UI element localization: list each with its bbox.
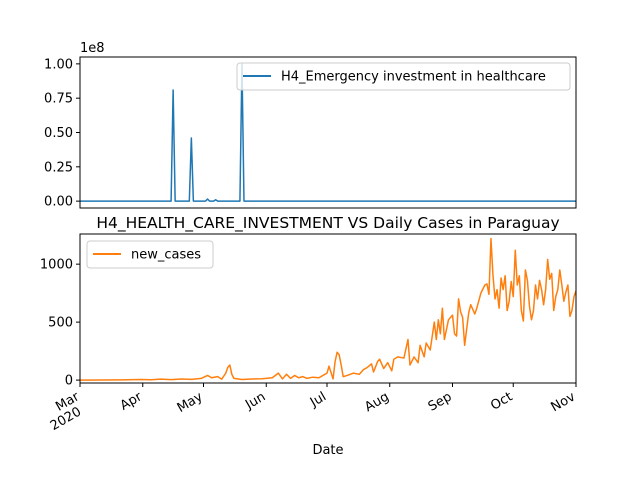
bottom-y-tick-label: 1000 — [40, 258, 73, 273]
bottom-series-group — [79, 237, 577, 381]
bottom-series-line — [79, 237, 577, 381]
bottom-legend-box — [86, 240, 214, 269]
x-tick-label: Jun — [242, 389, 268, 413]
top-y-tick-label: 0.50 — [44, 126, 73, 141]
top-axes-frame — [79, 56, 577, 209]
bottom-axes: H4_HEALTH_CARE_INVESTMENT VS Daily Cases… — [40, 214, 578, 458]
bottom-legend: new_cases — [86, 240, 214, 269]
x-tick-label: Apr — [118, 389, 146, 414]
bottom-y-tick-label: 500 — [48, 316, 73, 331]
x-tick-label: Nov — [549, 389, 579, 415]
top-y-tick-label: 1.00 — [44, 57, 73, 72]
top-axes: 1e8 0.00 0.25 0.50 0.75 1.00 H4_Emergency in… — [44, 41, 577, 210]
bottom-y-tick-label: 0 — [65, 374, 73, 389]
top-y-tick-label: 0.00 — [44, 195, 73, 210]
top-legend-box — [236, 62, 571, 91]
x-tick-label: Jul — [307, 389, 329, 410]
top-y-scale-label: 1e8 — [80, 41, 105, 56]
x-tick-label: May — [175, 389, 206, 416]
bottom-legend-label: new_cases — [131, 248, 201, 263]
top-y-tick-label: 0.25 — [44, 160, 73, 175]
top-legend-label: H4_Emergency investment in healthcare — [281, 70, 546, 85]
chart-title: H4_HEALTH_CARE_INVESTMENT VS Daily Cases… — [96, 214, 559, 233]
top-series-group — [80, 63, 576, 202]
x-tick-label: Sep — [426, 389, 455, 414]
x-axis-label: Date — [312, 443, 343, 458]
top-y-ticks: 0.00 0.25 0.50 0.75 1.00 — [44, 57, 80, 210]
top-y-tick-label: 0.75 — [44, 92, 73, 107]
bottom-y-ticks: 0 500 1000 — [40, 258, 80, 389]
x-tick-label: Aug — [362, 389, 391, 415]
top-legend: H4_Emergency investment in healthcare — [236, 62, 571, 91]
top-series-line — [80, 63, 576, 202]
bottom-axes-frame — [79, 233, 577, 384]
x-tick-label: Oct — [488, 389, 515, 413]
